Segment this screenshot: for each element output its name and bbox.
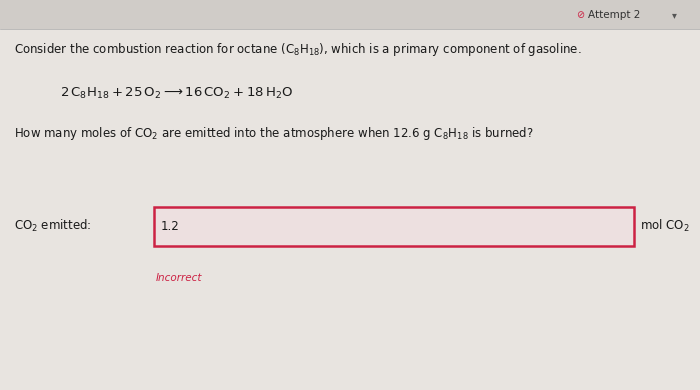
Text: ⊘: ⊘ [576, 10, 584, 20]
Text: Incorrect: Incorrect [155, 273, 202, 283]
Text: Consider the combustion reaction for octane ($\mathregular{C_8H_{18}}$), which i: Consider the combustion reaction for oct… [14, 41, 582, 58]
FancyBboxPatch shape [0, 29, 700, 390]
Text: $\mathregular{CO_2}$ emitted:: $\mathregular{CO_2}$ emitted: [14, 218, 92, 234]
Text: 1.2: 1.2 [161, 220, 180, 233]
Text: Attempt 2: Attempt 2 [588, 10, 640, 20]
FancyBboxPatch shape [0, 0, 700, 29]
Text: How many moles of $\mathregular{CO_2}$ are emitted into the atmosphere when 12.6: How many moles of $\mathregular{CO_2}$ a… [14, 125, 534, 142]
Text: $\mathregular{2\,C_8H_{18} + 25\,O_2 \longrightarrow 16\,CO_2 + 18\,H_2O}$: $\mathregular{2\,C_8H_{18} + 25\,O_2 \lo… [60, 86, 293, 101]
Text: mol $\mathregular{CO_2}$: mol $\mathregular{CO_2}$ [640, 218, 690, 234]
FancyBboxPatch shape [154, 207, 634, 246]
Text: ▾: ▾ [672, 10, 676, 20]
